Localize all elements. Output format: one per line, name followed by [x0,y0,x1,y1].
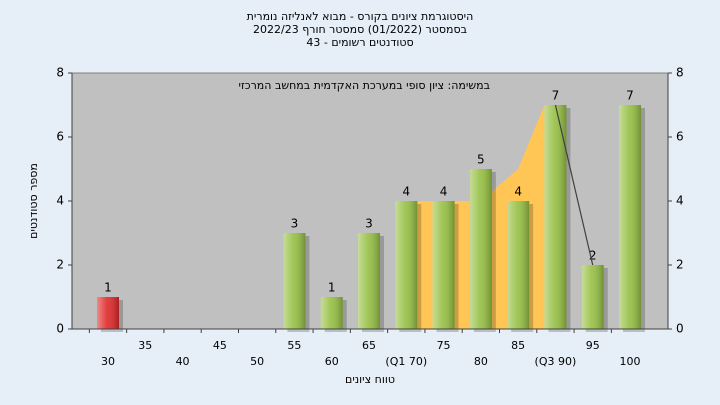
y-tick-label: 4 [56,194,64,208]
x-tick-label: 45 [213,339,227,352]
bar-shine [469,169,492,329]
bar-shine [432,201,455,329]
y-tick-label: 8 [56,66,64,80]
x-tick-label: 85 [511,339,525,352]
y2-tick-label: 2 [676,258,684,272]
x-tick-label: 30 [101,355,115,368]
bar-shine [358,233,380,329]
x-tick-label: 55 [287,339,301,352]
x-tick-label: 50 [250,355,264,368]
y-axis-label: מספר סטודנטים [27,163,40,239]
trend-line [554,104,594,266]
y2-tick-label: 0 [676,322,684,336]
x-axis-label: טווח ציונים [345,373,395,386]
x-tick-label: 65 [362,339,376,352]
x-tick-label: 75 [437,339,451,352]
value-label: 2 [589,249,597,263]
y2-tick-label: 8 [676,66,684,80]
bar-shine [395,201,418,329]
y-tick-label: 2 [56,258,64,272]
value-label: 3 [291,217,299,231]
bar-shine [97,297,119,329]
y-tick-label: 0 [56,322,64,336]
x-tick-label: 80 [474,355,488,368]
bar-shine [581,265,604,329]
value-label: 4 [514,185,522,199]
value-label: 7 [626,89,634,103]
y-tick-label: 6 [56,130,64,144]
y2-tick-label: 4 [676,194,684,208]
value-label: 4 [402,185,410,199]
y2-tick-label: 6 [676,130,684,144]
x-tick-label: 40 [176,355,190,368]
value-label: 1 [328,281,336,295]
x-tick-label: 95 [586,339,600,352]
value-label: 5 [477,153,485,167]
x-tick-label: 100 [620,355,641,368]
x-tick-label: (Q1 70) [385,355,427,368]
chart-title: היסטוגרמת ציונים בקורס - מבוא לאנליזה נו… [247,10,474,23]
bar-shine [619,105,641,329]
chart-subtitle: בסמסטר (01/2022) סמסטר חורף 2022/23 [253,23,467,36]
annotation: במשימה: ציון סופי במערכת האקדמית במחשב ה… [239,79,490,92]
bar-shine [507,201,530,329]
bar-shine [320,297,343,329]
bar-shine [544,105,567,329]
value-label: 7 [552,89,560,103]
bar-shine [283,233,306,329]
x-tick-label: (Q3 90) [535,355,577,368]
x-tick-label: 35 [138,339,152,352]
x-tick-label: 60 [325,355,339,368]
value-label: 1 [104,281,112,295]
chart-subtitle: סטודנטים רשומים - 43 [306,36,413,49]
value-label: 4 [440,185,448,199]
value-label: 3 [365,217,373,231]
